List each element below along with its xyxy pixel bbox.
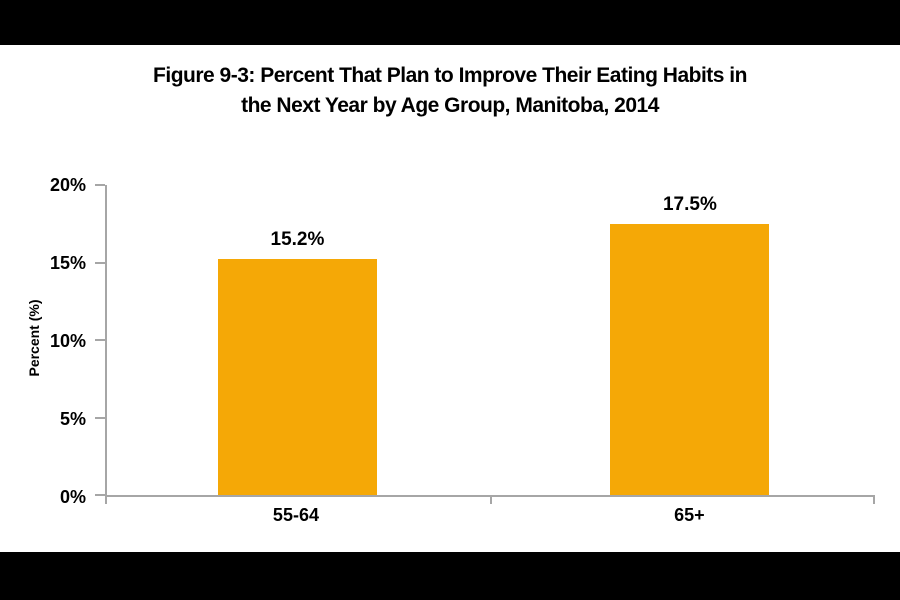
y-tick-mark-20	[95, 184, 105, 186]
x-tick-mark-left	[105, 497, 107, 504]
y-tick-mark-5	[95, 416, 105, 419]
x-tick-mark-boundary	[490, 497, 492, 504]
bar-65-plus	[610, 223, 770, 495]
bar-55-64	[217, 259, 377, 495]
bar-group-55-64: 15.2%	[217, 185, 377, 495]
figure-title-line-2: the Next Year by Age Group, Manitoba, 20…	[241, 94, 659, 117]
y-tick-mark-0	[95, 494, 105, 496]
x-tick-mark-right	[873, 497, 875, 504]
y-tick-label-15: 15%	[49, 253, 86, 273]
y-tick-label-0: 0%	[59, 487, 86, 507]
bar-value-label-65-plus: 17.5%	[662, 193, 717, 215]
y-tick-label-20: 20%	[49, 175, 86, 195]
bar-group-65-plus: 17.5%	[610, 185, 770, 495]
y-tick-mark-15	[95, 261, 105, 264]
bar-value-label-55-64: 15.2%	[270, 229, 325, 251]
y-axis-tick-labels: 0% 5% 10% 15% 20%	[0, 175, 86, 507]
figure-title: Figure 9-3: Percent That Plan to Improve…	[0, 61, 900, 121]
y-tick-label-10: 10%	[49, 331, 86, 351]
x-category-label-65-plus: 65+	[674, 505, 705, 525]
x-axis-category-labels: 55-64 65+	[105, 505, 875, 529]
y-tick-label-5: 5%	[59, 409, 86, 429]
figure-title-line-1: Figure 9-3: Percent That Plan to Improve…	[153, 64, 747, 87]
x-category-label-55-64: 55-64	[272, 505, 319, 525]
plot-area: 15.2% 17.5%	[95, 184, 875, 504]
chart-canvas: Figure 9-3: Percent That Plan to Improve…	[0, 45, 900, 552]
y-tick-mark-10	[95, 339, 105, 341]
